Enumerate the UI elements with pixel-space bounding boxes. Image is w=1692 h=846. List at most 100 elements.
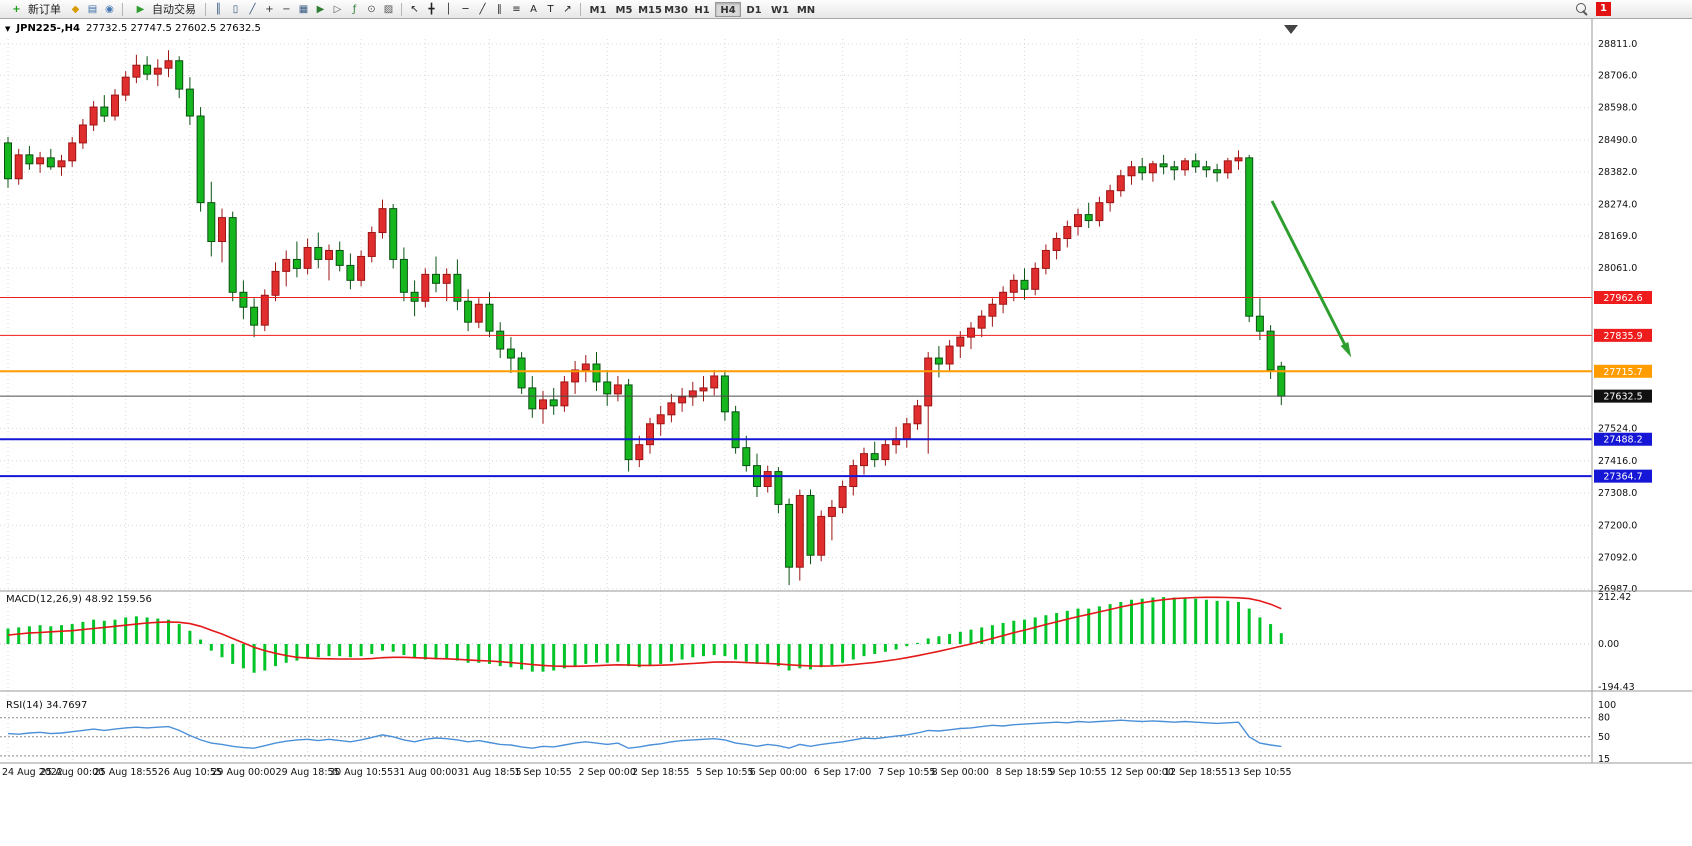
timeframe-h4[interactable]: H4 (715, 1, 741, 17)
date-label: 5 Sep 10:55 (696, 767, 753, 778)
candle (967, 327, 975, 338)
auto-scroll-icon[interactable]: ▶ (316, 3, 325, 15)
market-watch-icon[interactable]: ▤ (87, 3, 98, 15)
rsi-axis-label: 100 (1598, 700, 1616, 711)
chart-shift-icon[interactable]: ▷ (333, 3, 342, 15)
cursor-icon[interactable]: ↖ (410, 3, 419, 15)
price-badge (1594, 364, 1652, 378)
price-badge-label: 27835.9 (1603, 331, 1642, 342)
candle (956, 336, 965, 347)
crosshair-icon[interactable]: ╋ (428, 3, 435, 15)
timeframe-m1[interactable]: M1 (589, 4, 607, 16)
price-badge (1594, 290, 1652, 304)
trendline-icon[interactable]: ╱ (479, 3, 486, 15)
candle (720, 375, 729, 413)
candle (785, 503, 794, 568)
zoom-out-icon[interactable]: − (282, 3, 291, 15)
candle (1223, 160, 1232, 174)
candle (46, 157, 55, 168)
candle (1255, 315, 1264, 332)
line-studies-toolbar-group: ↖ ╋ │ ─ ╱ ∥ ≡ A T ↗ (406, 1, 576, 17)
indicators-icon[interactable]: ƒ (352, 3, 357, 15)
timeframe-mn[interactable]: MN (796, 4, 816, 16)
timeframes-toolbar-group: M1 M5 M15 M30 H1 H4 D1 W1 MN (585, 1, 819, 17)
candle (1202, 166, 1211, 171)
candle (581, 363, 590, 371)
channel-icon[interactable]: ∥ (497, 3, 502, 15)
price-tick-label: 27308.0 (1598, 488, 1637, 499)
candle (164, 60, 173, 69)
bar-chart-icon[interactable]: ║ (215, 3, 222, 15)
period-clock-icon[interactable]: ⊙ (367, 3, 376, 15)
autotrading-button[interactable]: ▶ 自动交易 (127, 1, 201, 17)
date-label: 25 Aug 00:00 (40, 767, 104, 778)
price-badge (1594, 432, 1652, 446)
candle (175, 60, 184, 90)
candle (571, 369, 580, 383)
toolbar-separator (205, 2, 206, 16)
candle (1138, 166, 1147, 174)
horizontal-line-icon[interactable]: ─ (462, 3, 469, 15)
candle (603, 381, 612, 395)
date-label: 12 Sep 00:00 (1110, 767, 1173, 778)
fibonacci-icon[interactable]: ≡ (512, 3, 521, 15)
candle (378, 208, 387, 234)
candle (1245, 157, 1254, 317)
candle (367, 232, 376, 257)
line-chart-icon[interactable]: ╱ (249, 3, 256, 15)
candle (699, 387, 708, 392)
zoom-in-icon[interactable]: + (265, 3, 274, 15)
date-label: 12 Sep 18:55 (1164, 767, 1227, 778)
candle (421, 273, 430, 302)
chart-shift-marker[interactable] (1284, 25, 1298, 34)
price-badge-label: 27632.5 (1603, 392, 1642, 403)
candle (218, 217, 226, 243)
candle (453, 273, 462, 302)
chart-menu-icon[interactable]: ▼ (5, 24, 11, 33)
date-label: 31 Aug 00:00 (393, 767, 457, 778)
trend-arrow[interactable] (1270, 200, 1350, 352)
tile-windows-icon[interactable]: ▦ (298, 3, 309, 15)
timeframe-d1[interactable]: D1 (746, 4, 762, 16)
timeframe-m5[interactable]: M5 (615, 4, 633, 16)
price-badge (1594, 389, 1652, 403)
candlestick-chart-icon[interactable]: ▯ (232, 3, 239, 15)
date-label: 8 Sep 18:55 (996, 767, 1053, 778)
price-tick-label: 27524.0 (1598, 424, 1637, 435)
metaeditor-icon[interactable]: ◆ (71, 3, 80, 15)
date-label: 1 Sep 10:55 (514, 767, 571, 778)
candle (282, 258, 291, 272)
templates-icon[interactable]: ▨ (383, 3, 394, 15)
candle (881, 444, 890, 461)
date-label: 26 Aug 10:55 (158, 767, 222, 778)
candle (325, 249, 333, 260)
candle (528, 387, 537, 410)
new-order-button[interactable]: + 新订单 (3, 1, 66, 17)
candle (410, 291, 419, 302)
vertical-line-icon[interactable]: │ (445, 3, 452, 15)
rsi-line (7, 719, 1282, 749)
candle (485, 303, 494, 332)
text-label-icon[interactable]: T (547, 3, 554, 15)
candle (1181, 160, 1189, 171)
chart-symbol-period: JPN225-,H4 (16, 23, 80, 34)
timeframe-w1[interactable]: W1 (771, 4, 789, 16)
timeframe-m15[interactable]: M15 (638, 4, 662, 16)
arrows-icon[interactable]: ↗ (563, 3, 572, 15)
candle (817, 515, 826, 556)
candle (36, 157, 45, 165)
timeframe-h1[interactable]: H1 (694, 4, 710, 16)
charts-toolbar-group: ║ ▯ ╱ + − ▦ ▶ ▷ ƒ ⊙ ▨ (210, 1, 397, 17)
candle (795, 494, 804, 568)
text-icon[interactable]: A (530, 3, 537, 15)
timeframe-m30[interactable]: M30 (664, 4, 688, 16)
notification-badge[interactable]: 1 (1596, 2, 1611, 16)
candle (89, 106, 98, 126)
navigator-icon[interactable]: ◉ (105, 3, 114, 15)
search-icon[interactable] (1576, 2, 1589, 16)
candle (945, 345, 954, 365)
candle (196, 115, 205, 204)
candle (399, 258, 408, 293)
date-label: 25 Aug 18:55 (94, 767, 158, 778)
